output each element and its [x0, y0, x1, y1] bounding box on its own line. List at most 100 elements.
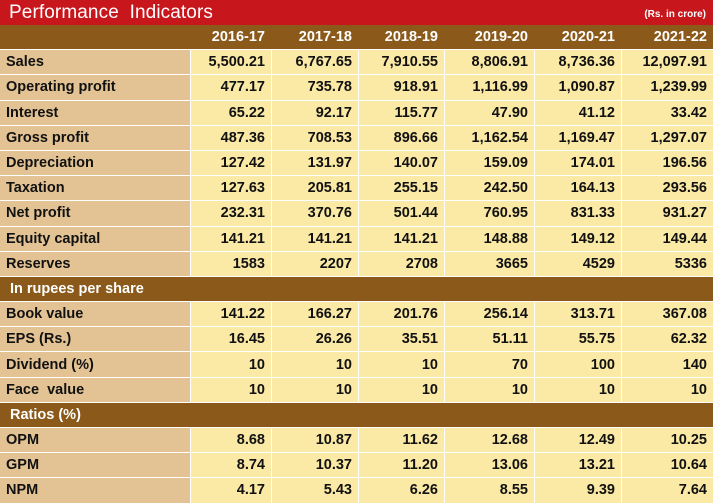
value-cell: 5,500.21 [190, 50, 271, 76]
value-cell: 8.55 [444, 478, 534, 504]
value-cell: 7.64 [621, 478, 713, 504]
row-label: Gross profit [0, 125, 190, 151]
section-title: In rupees per share [0, 276, 713, 303]
value-cell: 62.32 [621, 327, 713, 353]
value-cell: 26.26 [271, 327, 358, 353]
value-cell: 55.75 [534, 327, 621, 353]
value-cell: 33.42 [621, 100, 713, 126]
value-cell: 5.43 [271, 478, 358, 504]
section-header-ratios: Ratios (%) [0, 402, 713, 428]
value-cell: 10 [190, 352, 271, 378]
value-cell: 367.08 [621, 302, 713, 328]
value-cell: 918.91 [358, 75, 444, 101]
value-cell: 65.22 [190, 100, 271, 126]
value-cell: 8.68 [190, 428, 271, 454]
value-cell: 2207 [271, 251, 358, 277]
table-row: Face value 10 10 10 10 10 10 [0, 377, 713, 403]
value-cell: 8,806.91 [444, 50, 534, 76]
value-cell: 149.44 [621, 226, 713, 252]
value-cell: 256.14 [444, 302, 534, 328]
year-header-cell: 2019-20 [444, 25, 534, 51]
row-label: Book value [0, 302, 190, 328]
value-cell: 196.56 [621, 150, 713, 177]
value-cell: 201.76 [358, 302, 444, 328]
row-label: Reserves [0, 251, 190, 277]
table-row: Operating profit 477.17 735.78 918.91 1,116.… [0, 75, 713, 101]
value-cell: 174.01 [534, 150, 621, 177]
table-row: Taxation 127.63 205.81 255.15 242.50 164.13 29… [0, 176, 713, 202]
table-row: Gross profit 487.36 708.53 896.66 1,162.54 1,… [0, 125, 713, 151]
value-cell: 735.78 [271, 75, 358, 101]
header-corner-cell [0, 25, 190, 51]
performance-table: 2016-17 2017-18 2018-19 2019-20 2020-21 2021-… [0, 25, 713, 504]
value-cell: 149.12 [534, 226, 621, 252]
value-cell: 931.27 [621, 201, 713, 227]
year-header-cell: 2018-19 [358, 25, 444, 51]
value-cell: 141.22 [190, 302, 271, 328]
value-cell: 760.95 [444, 201, 534, 227]
value-cell: 100 [534, 352, 621, 378]
value-cell: 7,910.55 [358, 50, 444, 76]
table-row: Sales 5,500.21 6,767.65 7,910.55 8,806.91 8,7… [0, 50, 713, 76]
value-cell: 4.17 [190, 478, 271, 504]
table-row: Net profit 232.31 370.76 501.44 760.95 831.33… [0, 201, 713, 227]
year-header-cell: 2017-18 [271, 25, 358, 51]
value-cell: 1,162.54 [444, 125, 534, 151]
value-cell: 1,116.99 [444, 75, 534, 101]
table-row: Reserves 1583 2207 2708 3665 4529 5336 [0, 251, 713, 277]
value-cell: 1,169.47 [534, 125, 621, 151]
value-cell: 6.26 [358, 478, 444, 504]
value-cell: 12,097.91 [621, 50, 713, 76]
year-header-cell: 2021-22 [621, 25, 713, 51]
year-header-cell: 2020-21 [534, 25, 621, 51]
value-cell: 232.31 [190, 201, 271, 227]
table-row: OPM 8.68 10.87 11.62 12.68 12.49 10.25 [0, 428, 713, 454]
row-label: Operating profit [0, 75, 190, 101]
value-cell: 164.13 [534, 176, 621, 202]
value-cell: 831.33 [534, 201, 621, 227]
value-cell: 1,239.99 [621, 75, 713, 101]
value-cell: 1583 [190, 251, 271, 277]
value-cell: 1,090.87 [534, 75, 621, 101]
row-label: Taxation [0, 176, 190, 202]
value-cell: 2708 [358, 251, 444, 277]
value-cell: 41.12 [534, 100, 621, 126]
table-row: Equity capital 141.21 141.21 141.21 148.88 14… [0, 226, 713, 252]
value-cell: 708.53 [271, 125, 358, 151]
value-cell: 140.07 [358, 150, 444, 177]
value-cell: 10.37 [271, 453, 358, 479]
value-cell: 10.64 [621, 453, 713, 479]
table-row: Interest 65.22 92.17 115.77 47.90 41.12 33.42 [0, 100, 713, 126]
value-cell: 10.87 [271, 428, 358, 454]
value-cell: 10 [444, 377, 534, 403]
row-label: Interest [0, 100, 190, 126]
value-cell: 896.66 [358, 125, 444, 151]
table-row: Dividend (%) 10 10 10 70 100 140 [0, 352, 713, 378]
section-header-per-share: In rupees per share [0, 276, 713, 303]
value-cell: 70 [444, 352, 534, 378]
value-cell: 293.56 [621, 176, 713, 202]
value-cell: 16.45 [190, 327, 271, 353]
section-title: Ratios (%) [0, 402, 713, 428]
value-cell: 148.88 [444, 226, 534, 252]
value-cell: 47.90 [444, 100, 534, 126]
year-header-row: 2016-17 2017-18 2018-19 2019-20 2020-21 2021-… [0, 25, 713, 51]
value-cell: 13.06 [444, 453, 534, 479]
value-cell: 477.17 [190, 75, 271, 101]
value-cell: 12.49 [534, 428, 621, 454]
row-label: Net profit [0, 201, 190, 227]
row-label: Equity capital [0, 226, 190, 252]
row-label: Dividend (%) [0, 352, 190, 378]
value-cell: 10 [271, 377, 358, 403]
value-cell: 51.11 [444, 327, 534, 353]
value-cell: 35.51 [358, 327, 444, 353]
value-cell: 255.15 [358, 176, 444, 202]
title-bar: Performance Indicators (Rs. in crore) [0, 0, 713, 25]
value-cell: 141.21 [358, 226, 444, 252]
value-cell: 8,736.36 [534, 50, 621, 76]
value-cell: 9.39 [534, 478, 621, 504]
row-label: Sales [0, 50, 190, 76]
row-label: EPS (Rs.) [0, 327, 190, 353]
table-row: GPM 8.74 10.37 11.20 13.06 13.21 10.64 [0, 453, 713, 479]
value-cell: 4529 [534, 251, 621, 277]
